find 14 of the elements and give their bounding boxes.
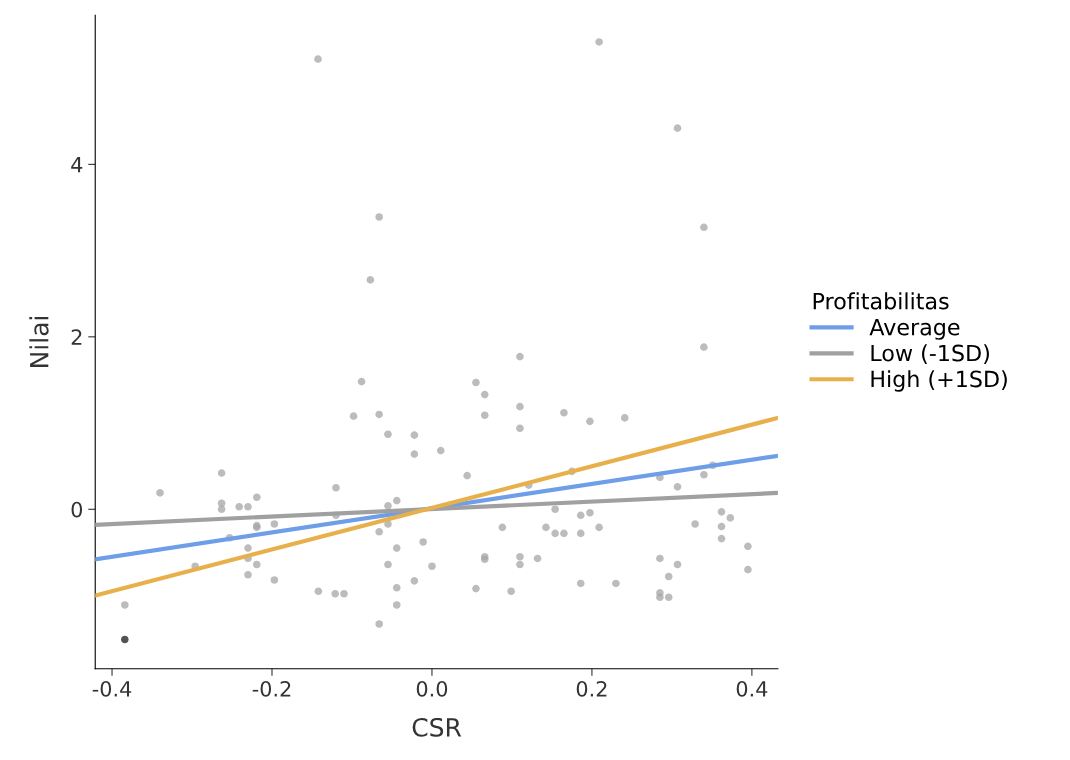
legend-label: Average: [869, 318, 960, 340]
legend-label: Low (-1SD): [871, 344, 989, 365]
x-tick-label: 0.0: [416, 680, 448, 697]
y-tick-label: 2: [71, 329, 82, 345]
x-tick-label: -0.4: [92, 680, 132, 697]
legend-title: Profitabilitas: [813, 292, 949, 310]
legend-label: High (+1SD): [871, 370, 1007, 392]
x-axis-title: CSR: [412, 717, 462, 737]
x-tick-label: -0.2: [252, 680, 291, 697]
x-tick-label: 0.4: [736, 680, 768, 697]
y-tick-label: 4: [71, 157, 83, 173]
y-axis-title: Nilai: [29, 316, 49, 367]
x-tick-label: 0.2: [576, 680, 607, 697]
y-tick-label: 0: [71, 501, 83, 518]
